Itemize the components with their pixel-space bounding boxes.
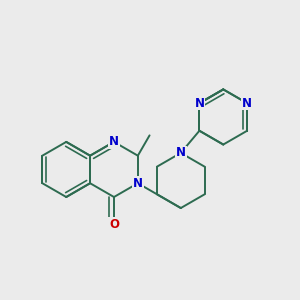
Text: N: N (133, 177, 143, 190)
Text: N: N (176, 146, 186, 159)
Text: O: O (109, 218, 119, 231)
Text: N: N (109, 135, 119, 148)
Text: N: N (194, 97, 204, 110)
Text: N: N (242, 97, 252, 110)
